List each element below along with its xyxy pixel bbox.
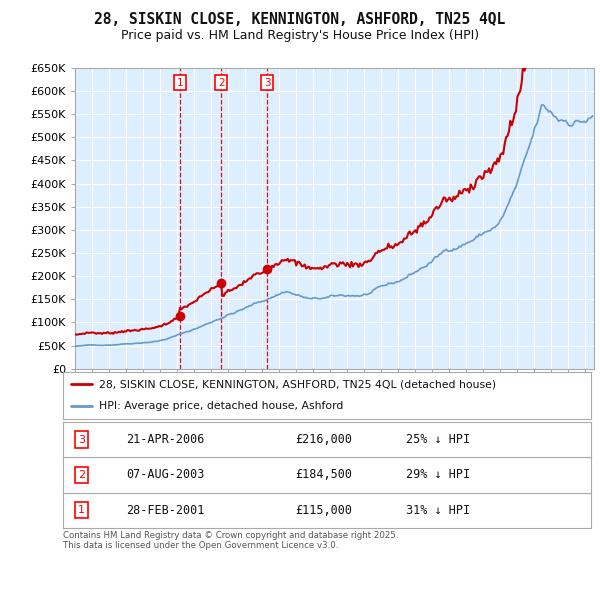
Text: HPI: Average price, detached house, Ashford: HPI: Average price, detached house, Ashf… xyxy=(99,401,343,411)
Text: 2: 2 xyxy=(218,78,224,88)
Text: £184,500: £184,500 xyxy=(295,468,352,481)
Text: Price paid vs. HM Land Registry's House Price Index (HPI): Price paid vs. HM Land Registry's House … xyxy=(121,30,479,42)
Text: 07-AUG-2003: 07-AUG-2003 xyxy=(127,468,205,481)
Text: 1: 1 xyxy=(78,506,85,515)
Text: Contains HM Land Registry data © Crown copyright and database right 2025.
This d: Contains HM Land Registry data © Crown c… xyxy=(63,531,398,550)
Text: 31% ↓ HPI: 31% ↓ HPI xyxy=(406,504,470,517)
Text: 25% ↓ HPI: 25% ↓ HPI xyxy=(406,433,470,446)
Text: 1: 1 xyxy=(176,78,183,88)
Text: £216,000: £216,000 xyxy=(295,433,352,446)
Text: 3: 3 xyxy=(78,435,85,444)
Text: 21-APR-2006: 21-APR-2006 xyxy=(127,433,205,446)
Text: £115,000: £115,000 xyxy=(295,504,352,517)
Text: 28, SISKIN CLOSE, KENNINGTON, ASHFORD, TN25 4QL (detached house): 28, SISKIN CLOSE, KENNINGTON, ASHFORD, T… xyxy=(99,379,496,389)
Text: 28, SISKIN CLOSE, KENNINGTON, ASHFORD, TN25 4QL: 28, SISKIN CLOSE, KENNINGTON, ASHFORD, T… xyxy=(94,12,506,27)
Text: 3: 3 xyxy=(264,78,271,88)
Text: 2: 2 xyxy=(78,470,85,480)
Text: 28-FEB-2001: 28-FEB-2001 xyxy=(127,504,205,517)
Text: 29% ↓ HPI: 29% ↓ HPI xyxy=(406,468,470,481)
